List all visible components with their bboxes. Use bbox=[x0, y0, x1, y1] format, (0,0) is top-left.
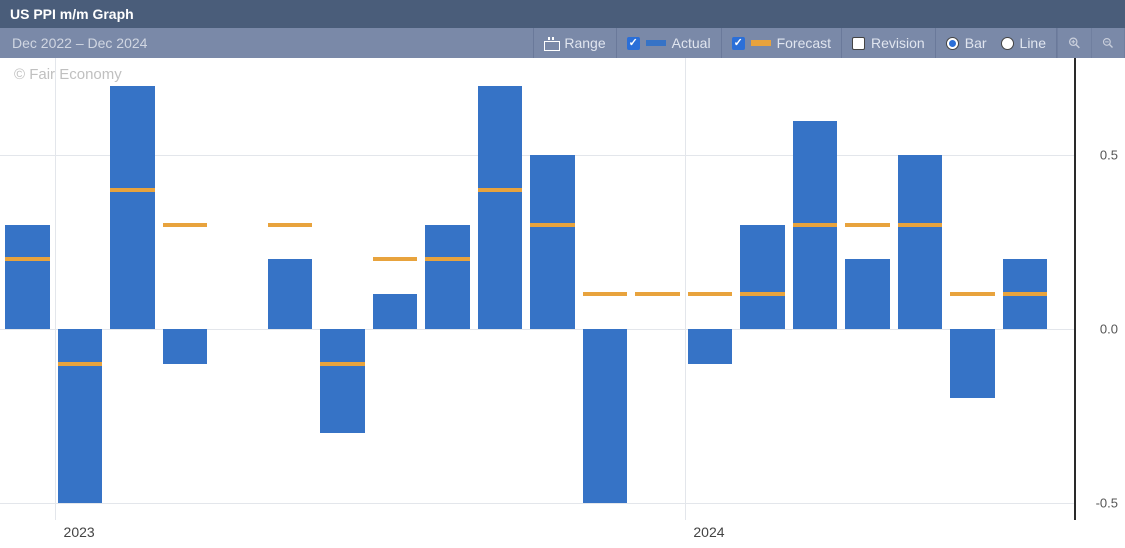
forecast-mark[interactable] bbox=[793, 223, 838, 227]
forecast-mark[interactable] bbox=[320, 362, 365, 366]
line-radio[interactable] bbox=[1001, 37, 1014, 50]
x-axis-labels: 2023 2024 bbox=[0, 520, 1076, 548]
toolbar: Dec 2022 – Dec 2024 Range Actual Forecas… bbox=[0, 28, 1125, 58]
actual-bar[interactable] bbox=[530, 155, 575, 329]
forecast-mark[interactable] bbox=[110, 188, 155, 192]
actual-bar[interactable] bbox=[478, 86, 523, 329]
actual-bar[interactable] bbox=[950, 329, 995, 398]
watermark: © Fair Economy bbox=[14, 66, 122, 83]
forecast-mark[interactable] bbox=[425, 257, 470, 261]
gridline bbox=[0, 503, 1074, 504]
calendar-icon bbox=[544, 37, 558, 49]
revision-toggle[interactable]: Revision bbox=[841, 28, 935, 58]
actual-bar[interactable] bbox=[740, 225, 785, 329]
forecast-mark[interactable] bbox=[478, 188, 523, 192]
forecast-toggle[interactable]: Forecast bbox=[721, 28, 841, 58]
revision-label: Revision bbox=[871, 35, 925, 51]
forecast-mark[interactable] bbox=[635, 292, 680, 296]
bar-label: Bar bbox=[965, 35, 987, 51]
forecast-label: Forecast bbox=[777, 35, 831, 51]
forecast-mark[interactable] bbox=[1003, 292, 1048, 296]
zoom-out-button[interactable] bbox=[1091, 28, 1125, 58]
actual-bar[interactable] bbox=[110, 86, 155, 329]
window: US PPI m/m Graph Dec 2022 – Dec 2024 Ran… bbox=[0, 0, 1125, 548]
forecast-mark[interactable] bbox=[583, 292, 628, 296]
actual-bar[interactable] bbox=[688, 329, 733, 364]
chart-plot[interactable]: © Fair Economy -0.50.00.5 bbox=[0, 58, 1076, 520]
actual-bar[interactable] bbox=[268, 259, 313, 328]
bar-radio[interactable] bbox=[946, 37, 959, 50]
actual-bar[interactable] bbox=[583, 329, 628, 503]
actual-toggle[interactable]: Actual bbox=[616, 28, 721, 58]
line-label: Line bbox=[1020, 35, 1046, 51]
line-mode-radio[interactable]: Line bbox=[997, 28, 1057, 58]
x-axis-label: 2024 bbox=[693, 524, 724, 540]
actual-bar[interactable] bbox=[373, 294, 418, 329]
actual-bar[interactable] bbox=[163, 329, 208, 364]
year-gridline bbox=[685, 58, 686, 520]
forecast-mark[interactable] bbox=[688, 292, 733, 296]
zoom-out-icon bbox=[1102, 35, 1114, 51]
actual-bar[interactable] bbox=[845, 259, 890, 328]
x-axis-label: 2023 bbox=[64, 524, 95, 540]
forecast-mark[interactable] bbox=[58, 362, 103, 366]
y-axis-label: 0.5 bbox=[1100, 148, 1118, 163]
year-gridline bbox=[55, 58, 56, 520]
y-axis-label: 0.0 bbox=[1100, 321, 1118, 336]
chart-area: © Fair Economy -0.50.00.5 20232024 bbox=[0, 58, 1125, 548]
zoom-in-button[interactable] bbox=[1057, 28, 1091, 58]
forecast-mark[interactable] bbox=[845, 223, 890, 227]
forecast-mark[interactable] bbox=[5, 257, 50, 261]
zoom-in-icon bbox=[1068, 35, 1081, 51]
actual-bar[interactable] bbox=[898, 155, 943, 329]
forecast-checkbox[interactable] bbox=[732, 37, 745, 50]
actual-bar[interactable] bbox=[5, 225, 50, 329]
range-button[interactable]: Range bbox=[533, 28, 615, 58]
revision-checkbox[interactable] bbox=[852, 37, 865, 50]
forecast-mark[interactable] bbox=[530, 223, 575, 227]
forecast-mark[interactable] bbox=[950, 292, 995, 296]
actual-bar[interactable] bbox=[320, 329, 365, 433]
date-range-label: Dec 2022 – Dec 2024 bbox=[0, 35, 159, 51]
actual-label: Actual bbox=[672, 35, 711, 51]
gridline bbox=[0, 329, 1074, 330]
window-title: US PPI m/m Graph bbox=[10, 6, 134, 22]
forecast-swatch bbox=[751, 40, 771, 46]
forecast-mark[interactable] bbox=[740, 292, 785, 296]
actual-bar[interactable] bbox=[58, 329, 103, 503]
forecast-mark[interactable] bbox=[163, 223, 208, 227]
actual-swatch bbox=[646, 40, 666, 46]
actual-checkbox[interactable] bbox=[627, 37, 640, 50]
range-button-label: Range bbox=[564, 35, 605, 51]
forecast-mark[interactable] bbox=[898, 223, 943, 227]
title-bar: US PPI m/m Graph bbox=[0, 0, 1125, 28]
y-axis-label: -0.5 bbox=[1096, 495, 1118, 510]
forecast-mark[interactable] bbox=[268, 223, 313, 227]
bar-mode-radio[interactable]: Bar bbox=[935, 28, 997, 58]
forecast-mark[interactable] bbox=[373, 257, 418, 261]
actual-bar[interactable] bbox=[425, 225, 470, 329]
